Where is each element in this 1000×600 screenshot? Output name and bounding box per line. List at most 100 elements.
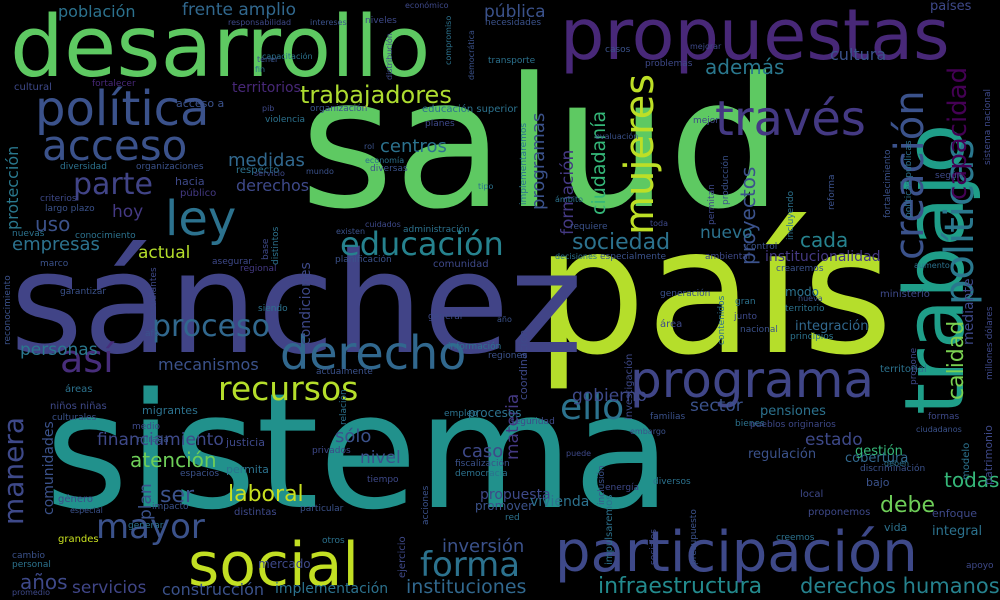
word-sistema-nacional: sistema nacional [983, 89, 993, 165]
word-areas: áreas [65, 384, 93, 395]
word-permita: permita [226, 463, 269, 476]
word-bajo: bajo [866, 476, 890, 489]
word-rol: rol [364, 142, 375, 151]
word-salud: salud [300, 40, 783, 249]
word-instituciones: instituciones [406, 576, 527, 598]
word-vivienda: vivienda [530, 494, 590, 510]
word-justicia: justicia [226, 436, 265, 449]
word-grandes: grandes [58, 534, 99, 545]
word-ademas: además [705, 55, 785, 79]
word-distribucion: distribución [385, 33, 394, 80]
word-decisiones: decisiones [555, 252, 598, 261]
word-personas: personas [20, 340, 98, 360]
word-implementacion: implementación [275, 581, 389, 597]
word-responsabilidad: responsabilidad [228, 18, 292, 27]
word-todas: todas [944, 468, 1000, 492]
word-existen: existen [336, 227, 366, 236]
word-toda: toda [650, 219, 669, 228]
word-desarrollo: desarrollo [10, 0, 431, 97]
word-familias: familias [650, 412, 686, 422]
word-nuevas: nuevas [12, 229, 45, 239]
word-sector: sector [690, 396, 743, 416]
word-asegurar: asegurar [212, 257, 253, 267]
word-culturales: culturales [52, 413, 97, 423]
word-mercado: mercado [258, 557, 311, 571]
word-mecanismos: mecanismos [158, 355, 259, 374]
word-reconocimiento: reconocimiento [3, 275, 13, 345]
word-nueva: nueva [798, 294, 823, 303]
word-territorios: territorios [232, 80, 301, 96]
word-generacion: generación [660, 289, 711, 299]
word-politicas-publicas: políticas públicas [904, 140, 914, 218]
word-criterios: criterios [40, 194, 77, 204]
word-tiempo: tiempo [367, 475, 399, 485]
word-politica: política [35, 81, 210, 137]
word-genero: género [58, 494, 93, 505]
word-organizaciones: organizaciones [136, 162, 204, 172]
word-integracion: integración [795, 319, 869, 334]
word-economico: económico [405, 1, 449, 10]
word-diversidad: diversidad [60, 162, 107, 172]
word-estudiantes: estudiantes [149, 267, 159, 320]
word-otros: otros [322, 536, 345, 546]
word-impulsaremos: impulsaremos [604, 494, 615, 565]
word-manera: manera [0, 416, 30, 525]
word-deben: deben [884, 459, 910, 468]
word-nacional: nacional [740, 325, 778, 335]
word-sistema: sistema [45, 358, 672, 545]
word-programa: programa [630, 351, 875, 409]
word-largo-plazo: largo plazo [45, 204, 95, 214]
word-violencia: violencia [265, 115, 306, 125]
word-principios: principios [790, 332, 834, 342]
word-democratica: democrática [467, 30, 476, 80]
word-crearemos: crearemos [776, 264, 824, 274]
word-uso: uso [35, 212, 71, 236]
word-incluyendo: incluyendo [786, 190, 796, 240]
word-empresas: empresas [12, 234, 100, 255]
word-fin: fin [255, 65, 266, 74]
word-procesos: procesos [468, 406, 522, 420]
word-debe: debe [880, 493, 935, 518]
word-pais: país [535, 191, 894, 394]
word-economia: economía [365, 156, 405, 165]
word-vida: vida [884, 521, 908, 534]
word-regiones: regiones [488, 351, 527, 361]
word-diversas: diversas [370, 164, 408, 174]
word-cobertura: cobertura [845, 451, 909, 466]
word-investigacion: investigación [624, 353, 635, 420]
word-fortalecimiento: fortalecimiento [883, 149, 893, 218]
word-propone: propone [909, 347, 919, 385]
word-territorio: territorio [785, 304, 825, 314]
word-formas: formas [928, 412, 960, 422]
word-acceso-a: acceso a [176, 97, 225, 110]
word-administracion: administración [403, 225, 470, 235]
word-nuevo: nuevo [700, 223, 753, 243]
word-compromiso: compromiso [444, 15, 453, 65]
word-informacion: información [448, 342, 502, 352]
word-ninos-ninas: niños niñas [50, 401, 107, 412]
word-produccion: producción [721, 155, 731, 205]
word-casos: casos [605, 45, 631, 55]
word-mirada: mirada [137, 435, 169, 445]
word-proponemos: proponemos [808, 507, 871, 518]
word-servicio: servicio [254, 169, 285, 178]
word-reforma: reforma [827, 174, 837, 210]
word-caso: caso [462, 441, 504, 462]
word-implementaremos: implementaremos [519, 122, 529, 205]
word-fortalecer: fortalecer [92, 79, 136, 89]
word-necesidades: necesidades [485, 18, 542, 28]
word-area: área [660, 319, 683, 330]
word-acceso: acceso [42, 121, 188, 170]
word-construccion: construcción [162, 580, 265, 599]
word-proceso: proceso [152, 309, 271, 344]
word-territorial: territorial [880, 364, 927, 375]
word-condiciones: condiciones [298, 262, 314, 345]
word-control: control [746, 242, 778, 252]
word-publico: público [180, 188, 217, 199]
word-estado: estado [805, 430, 863, 450]
word-educacion: educación [340, 225, 504, 263]
word-servicios: servicios [72, 578, 147, 598]
word-coordinacion: coordinación [517, 329, 530, 400]
word-derecho: derecho [280, 326, 467, 380]
